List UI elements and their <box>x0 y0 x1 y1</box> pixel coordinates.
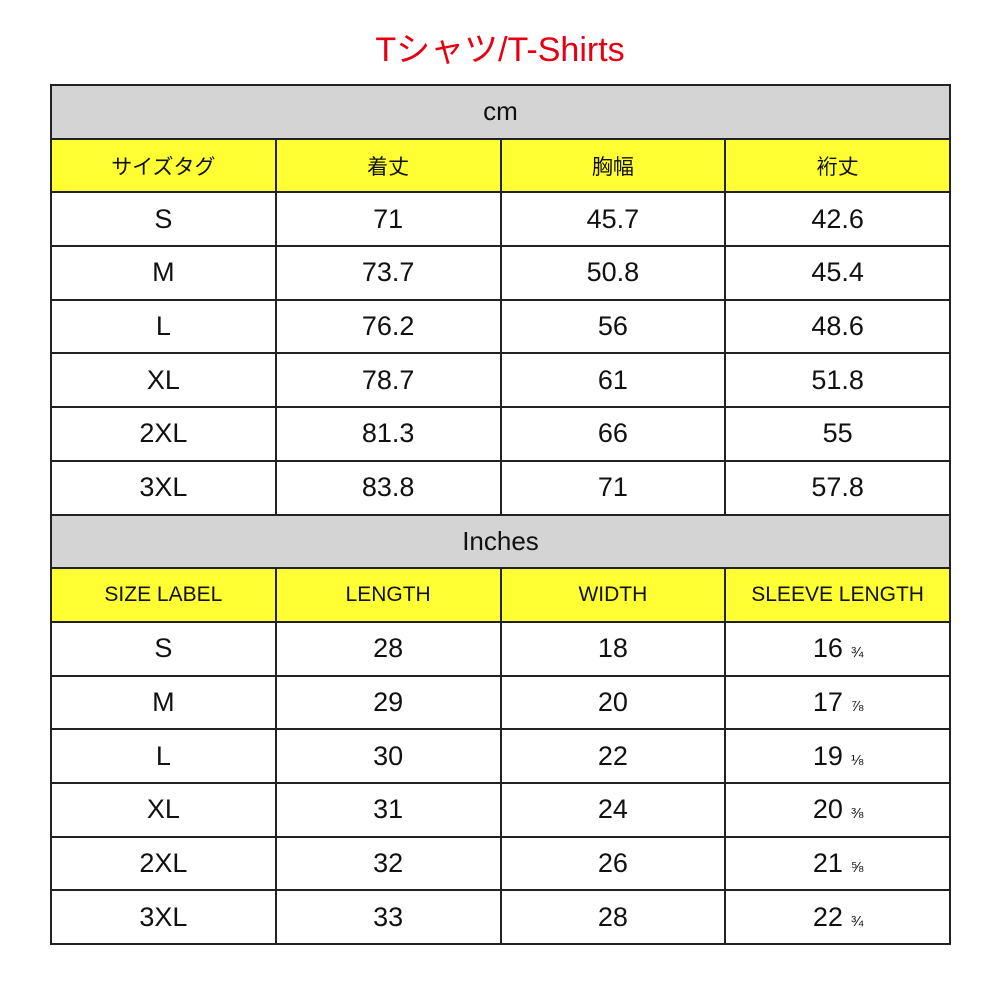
table-row: XL 31 24 20 ⅜ <box>50 781 951 838</box>
fraction-value: ⅛ <box>850 751 863 769</box>
table-row: S 28 18 16 ¾ <box>50 620 951 677</box>
table-cell: S <box>50 191 277 248</box>
table-cell: 42.6 <box>724 191 951 248</box>
inches-section-title: Inches <box>50 513 951 570</box>
table-cell: 56 <box>499 298 727 355</box>
table-cell: 61 <box>499 352 727 409</box>
table-cell: 81.3 <box>274 406 502 462</box>
table-cell: 66 <box>499 406 727 462</box>
column-header: サイズタグ <box>50 137 277 194</box>
table-cell: 71 <box>274 191 502 248</box>
table-row: 3XL 83.8 71 57.8 <box>50 459 951 516</box>
cm-section-title: cm <box>50 84 951 140</box>
inches-header-row: SIZE LABEL LENGTH WIDTH SLEEVE LENGTH <box>50 567 951 623</box>
table-cell: 3XL <box>50 889 277 945</box>
table-cell: 2XL <box>50 835 277 892</box>
whole-value: 21 <box>812 847 843 878</box>
table-row: 3XL 33 28 22 ¾ <box>50 889 951 945</box>
table-cell: L <box>50 728 277 784</box>
column-header: 裄丈 <box>724 137 951 194</box>
table-cell: 24 <box>499 781 727 838</box>
table-cell: 50.8 <box>499 245 727 301</box>
page-title: Tシャツ/T-Shirts <box>375 31 625 69</box>
table-cell: 48.6 <box>724 298 951 355</box>
table-cell: 19 ⅛ <box>724 728 951 784</box>
whole-value: 22 <box>812 901 843 932</box>
table-cell: 31 <box>274 781 502 838</box>
table-cell: 28 <box>499 889 727 945</box>
whole-value: 19 <box>812 740 843 771</box>
table-cell: 73.7 <box>274 245 502 301</box>
column-header: 胸幅 <box>499 137 727 194</box>
size-chart-table: cm サイズタグ 着丈 胸幅 裄丈 S 71 45.7 42.6 M 73.7 50.8 45.4 L 76… <box>50 84 951 945</box>
inches-section-row: Inches <box>50 513 951 570</box>
table-cell: 20 <box>499 674 727 731</box>
fraction-value: ⅜ <box>850 805 863 823</box>
table-row: S 71 45.7 42.6 <box>50 191 951 248</box>
whole-value: 17 <box>812 686 843 717</box>
fraction-value: ⅝ <box>850 858 863 876</box>
table-cell: 33 <box>274 889 502 945</box>
whole-value: 20 <box>812 794 843 825</box>
fraction-value: ⅞ <box>850 697 863 715</box>
column-header: LENGTH <box>274 567 502 623</box>
table-row: M 73.7 50.8 45.4 <box>50 245 951 301</box>
table-cell: 3XL <box>50 459 277 516</box>
table-cell: 29 <box>274 674 502 731</box>
table-cell: L <box>50 298 277 355</box>
cm-section-row: cm <box>50 84 951 140</box>
column-header: 着丈 <box>274 137 502 194</box>
table-cell: 32 <box>274 835 502 892</box>
fraction-value: ¾ <box>850 644 863 662</box>
table-cell: 45.7 <box>499 191 727 248</box>
table-cell: S <box>50 620 277 677</box>
table-cell: 22 ¾ <box>724 889 951 945</box>
fraction-value: ¾ <box>850 912 863 930</box>
table-cell: 18 <box>499 620 727 677</box>
table-row: 2XL 32 26 21 ⅝ <box>50 835 951 892</box>
table-cell: M <box>50 245 277 301</box>
table-cell: XL <box>50 352 277 409</box>
table-cell: 26 <box>499 835 727 892</box>
table-cell: 55 <box>724 406 951 462</box>
column-header: SIZE LABEL <box>50 567 277 623</box>
table-row: L 30 22 19 ⅛ <box>50 728 951 784</box>
table-cell: 2XL <box>50 406 277 462</box>
table-row: M 29 20 17 ⅞ <box>50 674 951 731</box>
table-cell: 22 <box>499 728 727 784</box>
table-cell: 21 ⅝ <box>724 835 951 892</box>
table-cell: 83.8 <box>274 459 502 516</box>
table-cell: 20 ⅜ <box>724 781 951 838</box>
table-cell: 51.8 <box>724 352 951 409</box>
column-header: WIDTH <box>499 567 727 623</box>
whole-value: 16 <box>812 633 843 664</box>
table-cell: 17 ⅞ <box>724 674 951 731</box>
table-cell: 16 ¾ <box>724 620 951 677</box>
table-cell: M <box>50 674 277 731</box>
table-row: 2XL 81.3 66 55 <box>50 406 951 462</box>
table-cell: 76.2 <box>274 298 502 355</box>
table-cell: 57.8 <box>724 459 951 516</box>
column-header: SLEEVE LENGTH <box>724 567 951 623</box>
table-cell: 28 <box>274 620 502 677</box>
table-cell: 71 <box>499 459 727 516</box>
table-row: XL 78.7 61 51.8 <box>50 352 951 409</box>
table-cell: 45.4 <box>724 245 951 301</box>
table-cell: 30 <box>274 728 502 784</box>
table-row: L 76.2 56 48.6 <box>50 298 951 355</box>
table-cell: 78.7 <box>274 352 502 409</box>
cm-header-row: サイズタグ 着丈 胸幅 裄丈 <box>50 137 951 194</box>
table-cell: XL <box>50 781 277 838</box>
